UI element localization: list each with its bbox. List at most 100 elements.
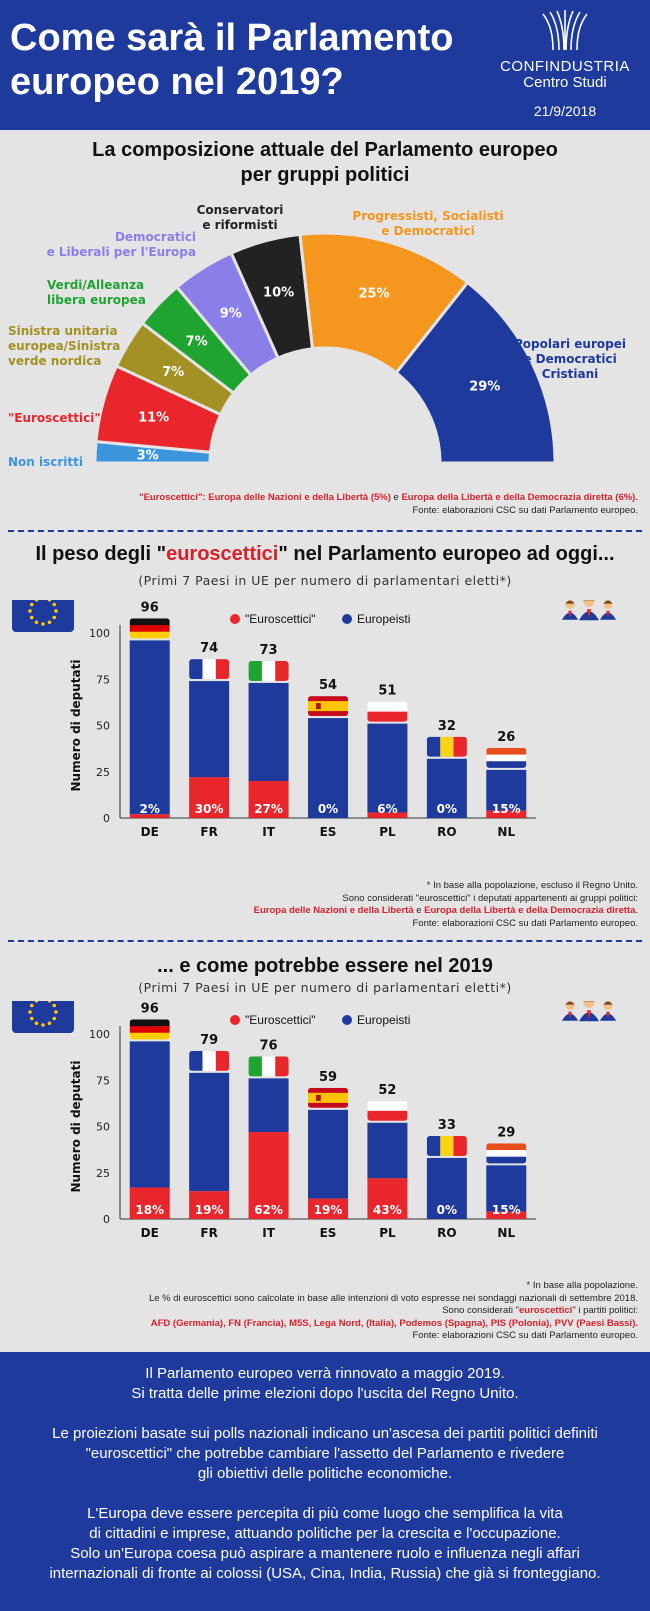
y-tick-label: 0 [103,812,110,825]
y-tick-label: 100 [89,1028,110,1041]
slice-name-label: europea/Sinistra [8,339,120,353]
slice-name-label: Democratici [115,230,196,244]
page-title: Come sarà il Parlamento europeo nel 2019… [10,16,510,104]
legend-blue-dot [342,614,352,624]
x-tick-label: FR [200,825,217,839]
legend-red-dot [230,1015,240,1025]
x-tick-label: NL [497,1226,515,1240]
bar-total-label: 32 [438,719,456,734]
pie-slice [394,280,557,465]
bar-euroscettici [367,812,408,818]
x-tick-label: IT [262,1226,275,1240]
parliament-chart: 3% Non iscritti 11% "Euroscettici" 7% Sinistr… [8,203,626,469]
bar-europeisti [129,640,170,815]
bar-pct-label: 18% [135,1203,164,1217]
footer-p2-line2: "euroscettici" che potrebbe cambiare l'a… [85,1445,565,1462]
slice-name-label: Non iscritti [8,455,83,469]
note-and: e [390,492,402,503]
slice-name-label: Verdi/Alleanza [47,278,144,292]
bar-total-label: 73 [260,643,278,658]
slice-name-label: e Democratici [381,224,474,238]
section1-note: "Euroscettici": Europa delle Nazioni e d… [139,492,638,517]
section2-note: * In base alla popolazione, escluso il R… [254,880,638,930]
note3-red2: Europa della Libertà e della Democrazia … [424,905,636,916]
country-flag-icon [248,660,289,681]
bar-pct-label: 6% [377,802,397,816]
note3-red1: Europa delle Nazioni e della Libertà [253,905,414,916]
section3-note: * In base alla popolazione. Le % di euro… [149,1280,638,1343]
footer-p2-line3: gli obiettivi delle politiche economiche… [197,1465,453,1482]
bar-pct-label: 27% [254,802,283,816]
slice-pct-label: 7% [186,334,208,349]
divider [8,530,642,532]
people-group-icon [561,1001,617,1022]
section3-note2: Le % di euroscettici sono calcolate in b… [148,1292,638,1304]
bar-euroscettici [189,1191,230,1219]
bar-europeisti [486,1165,527,1212]
bar-pct-label: 0% [318,802,338,816]
bar-europeisti [426,1157,467,1219]
y-tick-label: 25 [96,766,110,779]
bar-pct-label: 15% [492,1203,521,1217]
eu-flag-icon [12,1001,74,1033]
slice-name-label: Popolari europei [514,337,626,351]
section1-note-line1: "Euroscettici": Europa delle Nazioni e d… [139,492,638,505]
slice-pct-label: 7% [162,365,184,380]
country-flag-icon [367,1100,408,1121]
section3-note3a: Sono considerati " [442,1305,519,1316]
section2-title: Il peso degli "euroscettici" nel Parlame… [0,542,650,567]
section2-note4: Fonte: elaborazioni CSC su dati Parlamen… [412,917,639,929]
bar-total-label: 26 [497,730,515,745]
brand-sub: Centro Studi [523,74,607,91]
footer-p3-line2: di cittadini e imprese, attuando politic… [89,1525,561,1542]
footer-p1: Il Parlamento europeo verrà rinnovato a … [0,1364,650,1404]
footer-p2-line1: Le proiezioni basate sui polls nazionali… [52,1425,598,1442]
eu-flag-icon [12,600,74,632]
x-tick-label: ES [320,1226,337,1240]
bar-pct-label: 19% [314,1203,343,1217]
note3-end: . [635,905,638,916]
country-flag-icon [426,736,467,757]
bar-total-label: 29 [497,1125,515,1140]
section3-note1: * In base alla popolazione. [526,1280,638,1291]
footer-p3: L'Europa deve essere percepita di più co… [0,1504,650,1584]
x-tick-label: DE [141,825,159,839]
bar-pct-label: 43% [373,1203,402,1217]
bar-total-label: 33 [438,1118,456,1133]
slice-name-label: e riformisti [202,218,277,232]
bar-pct-label: 30% [195,802,224,816]
country-flag-icon [308,696,348,717]
slice-name-label: Progressisti, Socialisti [352,209,503,223]
bar-euroscettici [248,781,289,818]
legend-europeisti: Europeisti [342,1013,410,1027]
section3-title: ... e come potrebbe essere nel 2019 [157,955,493,977]
y-tick-label: 25 [96,1167,110,1180]
footer-p3-line1: L'Europa deve essere percepita di più co… [87,1505,563,1522]
x-tick-label: FR [200,1226,217,1240]
slice-pct-label: 9% [220,307,242,322]
bar-pct-label: 0% [437,802,457,816]
bar-europeisti [308,1109,348,1199]
section2-title-a: Il peso degli " [35,543,167,565]
note3-and: e [413,905,425,916]
bar-euroscettici [189,777,230,818]
bar-europeisti [308,718,348,818]
y-tick-label: 75 [96,673,110,686]
slice-name-label: Cristiani [542,367,599,381]
section2-title-red: euroscettici [166,543,279,565]
footer-p1-line1: Il Parlamento europeo verrà rinnovato a … [145,1365,505,1382]
slice-pct-label: 29% [469,380,500,395]
section3-note3: Sono considerati "euroscettici" i partit… [149,1305,638,1318]
bar-euroscettici [308,1198,348,1219]
bar-europeisti [248,682,289,781]
slice-name-label: verde nordica [8,354,101,368]
legend-blue-dot [342,1015,352,1025]
divider [8,940,642,942]
note-euroscettici-efdd: Europa della Libertà e della Democrazia … [401,492,638,503]
footer-p3-line4: internazionali di fronte ai colossi (USA… [49,1565,601,1582]
bar-pct-label: 19% [195,1203,224,1217]
bar-chart-2019: 0 25 50 75 100 Numero di deputati 96 18% DE 79 19%… [12,1001,617,1240]
section3-note4: AFD (Germania), FN (Francia), M5S, Lega … [150,1317,638,1329]
bar-euroscettici [486,1211,527,1219]
title-line-2: europeo nel 2019? [10,61,344,103]
